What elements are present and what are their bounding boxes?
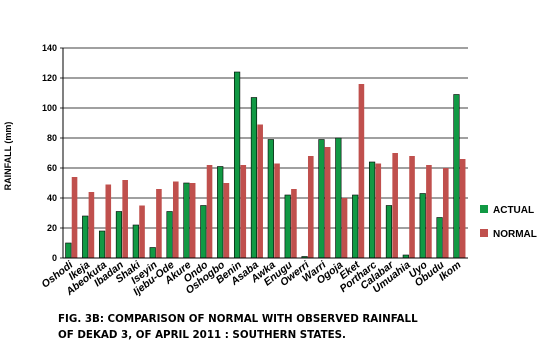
bar-normal-oshogbo: [223, 183, 230, 258]
legend-swatch-actual: [480, 205, 488, 213]
bar-actual-oshodi: [65, 242, 72, 259]
bar-normal-shaki: [139, 205, 145, 258]
bar-actual-akure: [183, 182, 190, 259]
bar-actual-ikom: [453, 94, 460, 259]
bar-normal-ibadan: [122, 180, 128, 258]
bar-normal-uyo: [426, 165, 432, 258]
legend: ACTUAL NORMAL: [480, 205, 537, 240]
bar-actual-uyo: [419, 193, 426, 259]
bar-normal-umuahia: [409, 156, 415, 258]
bar-normal-awka: [274, 163, 280, 258]
bar-normal-enugu: [291, 189, 297, 258]
bar-actual-warri: [318, 139, 325, 259]
caption-line-2: OF DEKAD 3, OF APRIL 2011 : SOUTHERN STA…: [58, 329, 346, 341]
bar-normal-ikom: [459, 159, 466, 258]
legend-label-actual: ACTUAL: [493, 205, 534, 216]
bar-actual-abeokuta: [98, 230, 106, 259]
y-axis-ticks: 0 20 40 60 80 100 120 140: [42, 43, 63, 263]
bar-normal-akure: [189, 183, 196, 258]
bar-actual-ijebu-ode: [166, 211, 173, 259]
y-tick-label: 20: [47, 223, 57, 233]
y-tick-label: 0: [52, 253, 57, 263]
bar-normal-eket: [358, 84, 365, 258]
caption-line-1: FIG. 3B: COMPARISON OF NORMAL WITH OBSER…: [58, 313, 418, 325]
bar-actual-oshogbo: [217, 166, 224, 259]
bar-actual-ibadan: [115, 211, 123, 259]
bar-normal-owerri: [307, 156, 314, 258]
bar-normal-ondo: [206, 165, 213, 258]
bar-normal-abeokuta: [105, 184, 112, 258]
bars: [65, 71, 466, 259]
bar-actual-awka: [267, 139, 274, 259]
bar-normal-obudu: [442, 168, 449, 258]
bar-actual-asaba: [250, 97, 258, 259]
bar-actual-obudu: [436, 217, 443, 259]
y-tick-label: 100: [42, 103, 57, 113]
x-axis-ticks: OshodiIkejaAbeokutaIbadanShakiIseyinIjeb…: [39, 258, 463, 298]
bar-normal-oshodi: [71, 177, 78, 258]
axes: [62, 48, 468, 259]
bar-actual-enugu: [284, 194, 291, 259]
bar-normal-ogoja: [341, 198, 348, 258]
bar-actual-calabar: [385, 205, 393, 259]
bar-actual-ondo: [200, 205, 207, 259]
bar-normal-benin: [240, 165, 247, 258]
figure-caption: FIG. 3B: COMPARISON OF NORMAL WITH OBSER…: [58, 311, 558, 343]
bar-actual-iseyin: [149, 247, 156, 259]
gridlines: [63, 47, 468, 229]
y-axis-title: RAINFALL (mm): [3, 122, 13, 191]
bar-actual-benin: [233, 71, 241, 259]
y-tick-label: 140: [42, 43, 57, 53]
bar-normal-ikeja: [88, 192, 95, 258]
bar-normal-ijebu-ode: [172, 181, 179, 258]
y-tick-label: 120: [42, 73, 57, 83]
y-tick-label: 60: [47, 163, 57, 173]
bar-normal-warri: [324, 147, 331, 258]
bar-actual-portharc: [368, 161, 376, 259]
bar-normal-iseyin: [156, 189, 162, 258]
bar-normal-portharc: [375, 163, 382, 258]
bar-actual-ogoja: [335, 137, 342, 259]
legend-swatch-normal: [480, 229, 488, 237]
bar-actual-shaki: [132, 224, 139, 259]
y-tick-label: 40: [47, 193, 57, 203]
bar-actual-eket: [352, 194, 359, 259]
bar-normal-calabar: [392, 153, 398, 258]
bar-normal-asaba: [257, 124, 263, 258]
legend-label-normal: NORMAL: [493, 229, 537, 240]
y-tick-label: 80: [47, 133, 57, 143]
bar-actual-ikeja: [82, 215, 89, 259]
